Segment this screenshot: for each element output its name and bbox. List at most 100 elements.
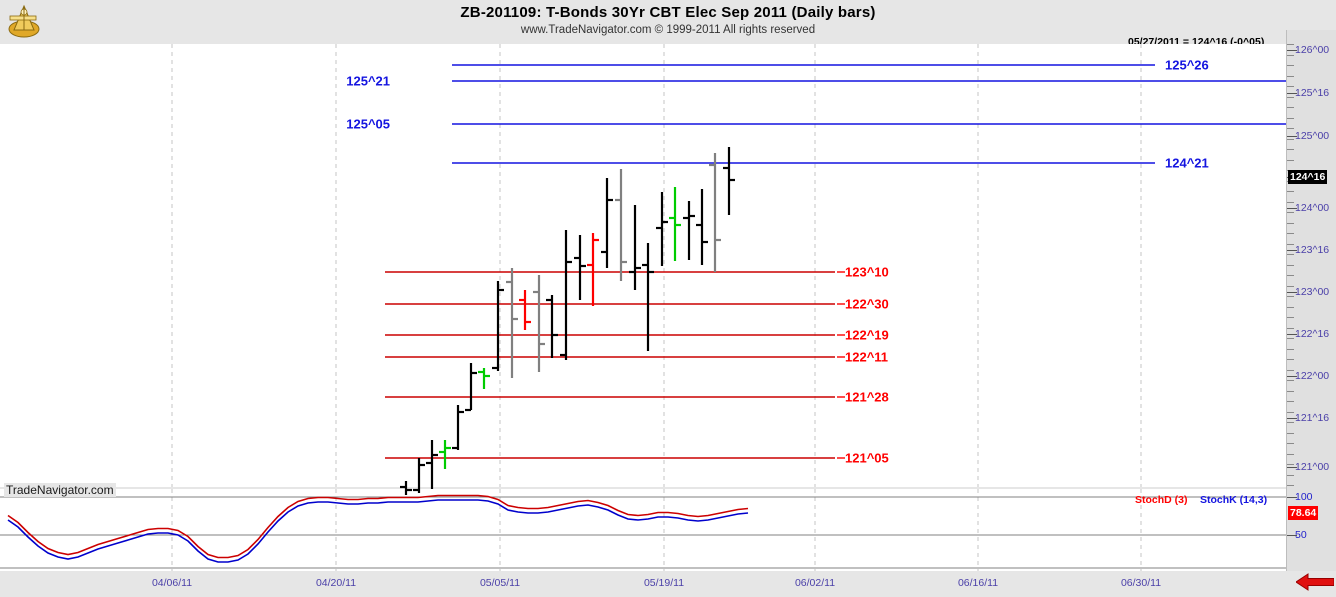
price-axis[interactable]: 126^00 125^16 125^00 124^00 123^16 123^00 122^… bbox=[1286, 30, 1336, 571]
support-label: 122^30 bbox=[845, 296, 889, 312]
axis-minor-tick bbox=[1287, 359, 1294, 360]
price-axis-label: 124^00 bbox=[1295, 202, 1330, 214]
axis-minor-tick bbox=[1287, 443, 1294, 444]
axis-tick bbox=[1287, 418, 1297, 419]
axis-minor-tick bbox=[1287, 254, 1294, 255]
stoch-d-legend: StochD (3) bbox=[1135, 494, 1188, 506]
axis-minor-tick bbox=[1287, 86, 1294, 87]
axis-minor-tick bbox=[1287, 44, 1294, 45]
axis-minor-tick bbox=[1287, 296, 1294, 297]
sextant-logo-icon bbox=[4, 2, 44, 40]
date-axis-label: 04/20/11 bbox=[315, 577, 357, 589]
scroll-right-arrow-icon[interactable] bbox=[1295, 572, 1335, 592]
axis-minor-tick bbox=[1287, 212, 1294, 213]
price-axis-label: 123^00 bbox=[1295, 286, 1330, 298]
axis-minor-tick bbox=[1287, 222, 1294, 224]
axis-minor-tick bbox=[1287, 432, 1294, 434]
resistance-label: 125^05 bbox=[346, 116, 390, 132]
page-title: ZB-201109: T-Bonds 30Yr CBT Elec Sep 201… bbox=[460, 4, 876, 21]
axis-minor-tick bbox=[1287, 275, 1294, 276]
axis-minor-tick bbox=[1287, 485, 1294, 486]
axis-minor-tick bbox=[1287, 422, 1294, 423]
stochastic-pane[interactable] bbox=[0, 489, 1286, 571]
date-axis-label: 06/02/11 bbox=[794, 577, 836, 589]
axis-minor-tick bbox=[1287, 96, 1294, 98]
price-axis-label: 125^00 bbox=[1295, 130, 1330, 142]
axis-minor-tick bbox=[1287, 464, 1294, 465]
axis-minor-tick bbox=[1287, 65, 1294, 66]
axis-minor-tick bbox=[1287, 306, 1294, 308]
axis-minor-tick bbox=[1287, 453, 1294, 455]
price-axis-label: 123^16 bbox=[1295, 244, 1330, 256]
support-label: 121^28 bbox=[845, 389, 889, 405]
axis-minor-tick bbox=[1287, 369, 1294, 371]
axis-minor-tick bbox=[1287, 243, 1294, 245]
stoch-axis-label: 50 bbox=[1295, 529, 1307, 541]
axis-minor-tick bbox=[1287, 107, 1294, 108]
stoch-d-curve bbox=[7, 494, 749, 559]
axis-minor-tick bbox=[1287, 285, 1294, 287]
axis-tick bbox=[1287, 497, 1297, 498]
watermark: TradeNavigator.com bbox=[4, 483, 116, 497]
axis-minor-tick bbox=[1287, 411, 1294, 413]
resistance-label: 125^26 bbox=[1165, 57, 1209, 73]
current-price-badge: 124^16 bbox=[1288, 170, 1328, 184]
date-axis-label: 05/05/11 bbox=[479, 577, 521, 589]
copyright-subtitle: www.TradeNavigator.com © 1999-2011 All r… bbox=[520, 24, 816, 36]
axis-minor-tick bbox=[1287, 327, 1294, 329]
vertical-gridlines bbox=[171, 44, 1142, 571]
axis-minor-tick bbox=[1287, 138, 1294, 140]
axis-tick bbox=[1287, 93, 1297, 94]
price-axis-label: 121^00 bbox=[1295, 461, 1330, 473]
date-axis-label: 06/30/11 bbox=[1120, 577, 1162, 589]
axis-minor-tick bbox=[1287, 317, 1294, 318]
axis-minor-tick bbox=[1287, 390, 1294, 392]
support-lines bbox=[385, 271, 845, 459]
axis-tick bbox=[1287, 376, 1297, 377]
date-axis-label: 04/06/11 bbox=[151, 577, 193, 589]
axis-minor-tick bbox=[1287, 54, 1294, 56]
axis-minor-tick bbox=[1287, 149, 1294, 150]
stoch-axis-label: 100 bbox=[1295, 491, 1313, 503]
stochastic-gridlines bbox=[0, 496, 1286, 569]
axis-minor-tick bbox=[1287, 191, 1294, 192]
axis-minor-tick bbox=[1287, 159, 1294, 161]
support-label: 121^05 bbox=[845, 450, 889, 466]
axis-tick bbox=[1287, 50, 1297, 51]
resistance-label: 124^21 bbox=[1165, 155, 1209, 171]
stoch-k-legend: StochK (14,3) bbox=[1200, 494, 1268, 506]
stoch-current-badge: 78.64 bbox=[1288, 506, 1319, 520]
axis-minor-tick bbox=[1287, 117, 1294, 119]
support-label: 122^19 bbox=[845, 327, 889, 343]
price-axis-label: 126^00 bbox=[1295, 44, 1330, 56]
stochastic-curves bbox=[7, 494, 749, 563]
axis-tick bbox=[1287, 467, 1297, 468]
axis-tick bbox=[1287, 292, 1297, 293]
axis-minor-tick bbox=[1287, 474, 1294, 476]
price-axis-label: 125^16 bbox=[1295, 87, 1330, 99]
ohlc-bars bbox=[400, 147, 735, 495]
resistance-label: 125^21 bbox=[346, 73, 390, 89]
axis-tick bbox=[1287, 208, 1297, 209]
price-axis-label: 122^00 bbox=[1295, 370, 1330, 382]
support-label: 123^10 bbox=[845, 264, 889, 280]
axis-minor-tick bbox=[1287, 401, 1294, 402]
support-label: 122^11 bbox=[845, 349, 889, 365]
date-axis-label: 05/19/11 bbox=[643, 577, 685, 589]
axis-minor-tick bbox=[1287, 128, 1294, 129]
axis-minor-tick bbox=[1287, 380, 1294, 381]
bottom-strip bbox=[0, 571, 1336, 594]
axis-minor-tick bbox=[1287, 338, 1294, 339]
resistance-lines bbox=[452, 64, 1286, 164]
axis-tick bbox=[1287, 136, 1297, 137]
axis-minor-tick bbox=[1287, 75, 1294, 77]
axis-tick bbox=[1287, 535, 1297, 536]
stoch-k-curve bbox=[7, 499, 749, 563]
axis-tick bbox=[1287, 334, 1297, 335]
price-axis-label: 122^16 bbox=[1295, 328, 1330, 340]
axis-minor-tick bbox=[1287, 348, 1294, 350]
pane-divider bbox=[0, 487, 1286, 489]
date-axis-label: 06/16/11 bbox=[957, 577, 999, 589]
